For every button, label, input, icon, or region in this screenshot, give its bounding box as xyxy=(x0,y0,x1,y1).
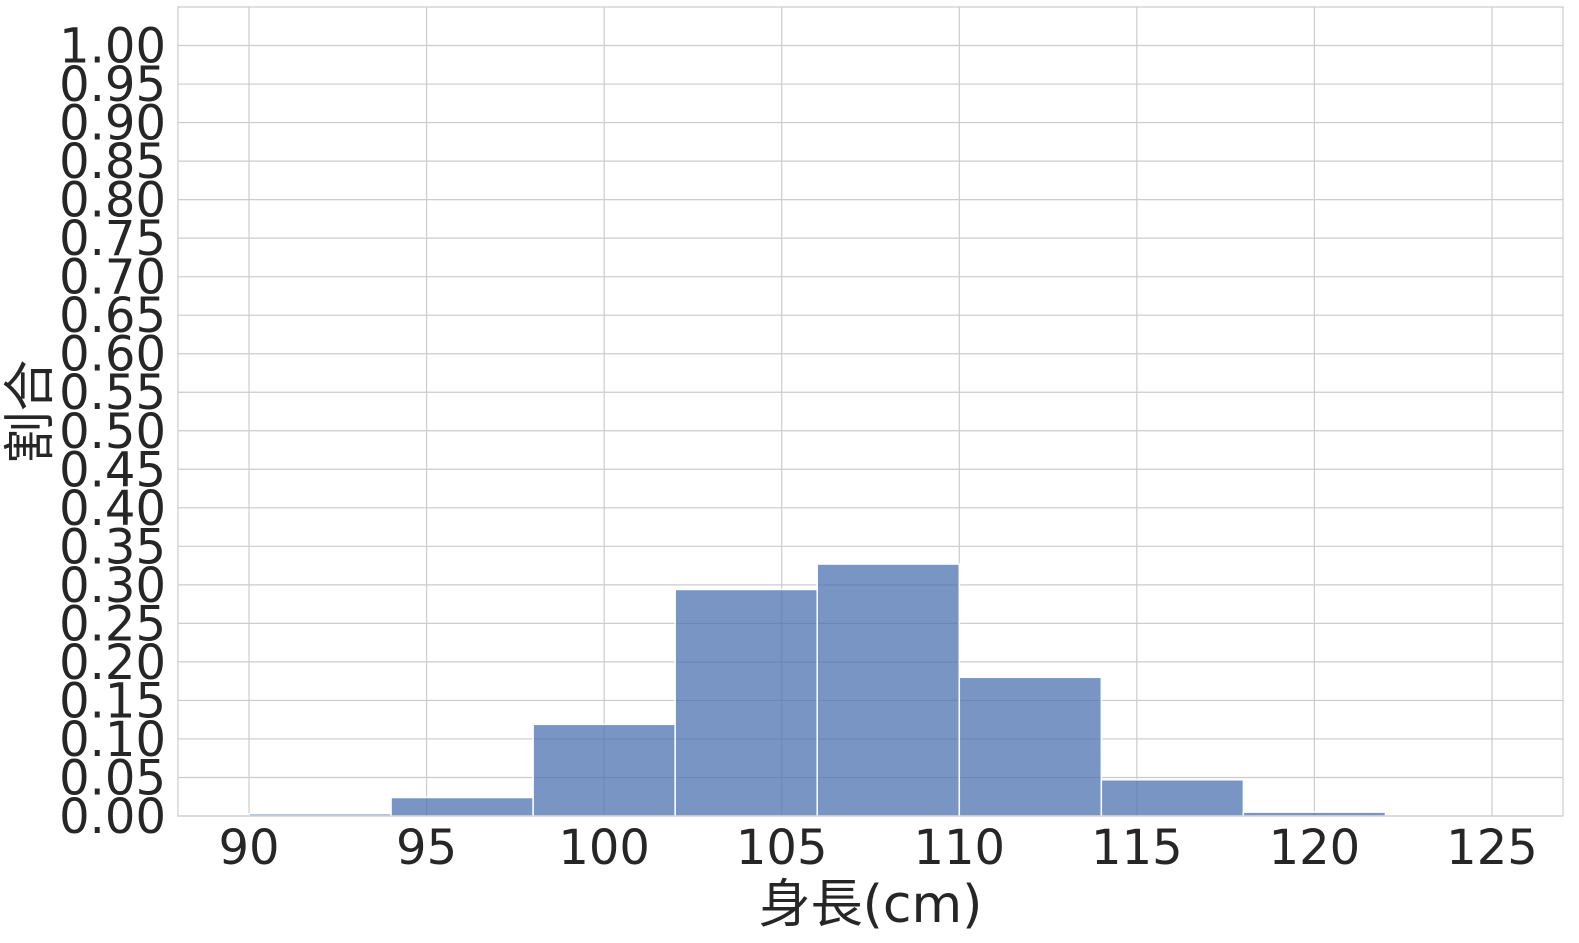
histogram-bar xyxy=(674,588,818,817)
y-tick-label: 1.00 xyxy=(59,19,166,75)
x-tick-label: 105 xyxy=(736,820,828,876)
y-tick-label: 0.15 xyxy=(59,673,166,729)
x-tick-label: 120 xyxy=(1269,820,1361,876)
y-tick-label: 0.65 xyxy=(59,288,166,344)
x-tick-labels: 90 95 100 105 110 115 120 125 xyxy=(218,820,1537,876)
y-tick-label: 0.75 xyxy=(59,211,166,267)
plot-frame xyxy=(177,6,1564,817)
y-axis-title: 割合 xyxy=(1,359,61,463)
y-tick-label: 0.50 xyxy=(59,404,166,460)
histogram-bar xyxy=(532,723,676,817)
y-tick-label: 0.90 xyxy=(59,96,166,152)
y-tick-label: 0.70 xyxy=(59,250,166,306)
x-tick-label: 110 xyxy=(913,820,1005,876)
histogram-bar xyxy=(390,796,534,817)
y-tick-label: 0.80 xyxy=(59,173,166,229)
histogram-bar xyxy=(816,563,961,817)
histogram-bar xyxy=(1100,779,1245,817)
y-tick-label: 0.55 xyxy=(59,365,166,421)
y-tick-label: 0.85 xyxy=(59,134,166,190)
histogram-bar xyxy=(958,676,1103,817)
y-tick-label: 0.25 xyxy=(59,596,166,652)
x-tick-label: 90 xyxy=(218,820,279,876)
x-gridlines xyxy=(248,7,1493,816)
x-tick-label: 115 xyxy=(1091,820,1183,876)
y-tick-label: 0.60 xyxy=(59,327,166,383)
y-tick-label: 0.05 xyxy=(59,750,166,806)
y-tick-labels: 0.000.050.100.150.200.250.300.350.400.45… xyxy=(59,19,166,845)
y-tick-label: 0.00 xyxy=(59,789,166,845)
y-tick-label: 0.30 xyxy=(59,558,166,614)
y-tick-label: 0.20 xyxy=(59,635,166,691)
x-axis-title: 身長(cm) xyxy=(759,875,983,935)
y-tick-label: 0.40 xyxy=(59,481,166,537)
x-tick-label: 125 xyxy=(1446,820,1538,876)
y-tick-label: 0.95 xyxy=(59,57,166,113)
histogram-bars xyxy=(248,563,1387,817)
y-tick-label: 0.10 xyxy=(59,712,166,768)
y-tick-label: 0.35 xyxy=(59,519,166,575)
x-tick-label: 100 xyxy=(558,820,650,876)
y-tick-label: 0.45 xyxy=(59,442,166,498)
x-tick-label: 95 xyxy=(396,820,457,876)
